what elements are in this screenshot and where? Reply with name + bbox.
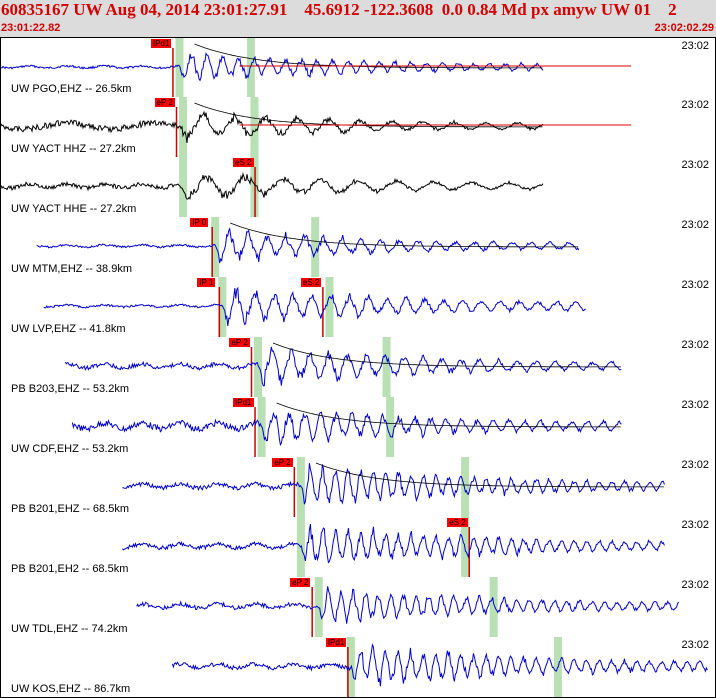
waveform-trace [1,110,544,143]
waveform-trace [136,586,680,624]
phase-window-band [246,38,255,97]
trace-panel[interactable]: eP 2 23:02 UW YACT HHZ -- 27.2km [0,97,716,158]
station-channel-label: UW KOS,EHZ -- 86.7km [11,683,131,695]
phase-window-band [386,397,395,457]
phase-pick-flag[interactable]: eS 2 [447,518,468,527]
trace-panel[interactable]: eS 2 23:02 UW YACT HHE -- 27.2km [0,157,716,218]
waveform-canvas [36,217,580,277]
phase-pick-flag[interactable]: eP 2 [272,458,293,467]
trace-panel[interactable]: IPd1 23:02 UW PGO,EHZ -- 26.5km [0,37,716,98]
trace-panel[interactable]: IP 1 eS 2 23:02 UW LVP,EHZ -- 41.8km [0,277,716,338]
waveform-canvas [122,457,665,517]
waveform-trace [122,463,665,505]
waveform-canvas [171,637,708,697]
waveform-trace [1,52,544,82]
phase-pick-flag[interactable]: IP 1 [197,278,216,287]
phase-pick-flag[interactable]: eP 2 [154,98,175,107]
phase-window-band [179,157,188,217]
station-channel-label: UW MTM,EHZ -- 38.9km [11,263,132,275]
trace-panel[interactable]: IPd1 23:02 UW KOS,EHZ -- 86.7km [0,637,716,698]
phase-window-band [175,38,184,97]
waveform-canvas [136,577,680,637]
phase-window-band [179,97,188,157]
phase-window-band [211,217,220,277]
phase-window-band [489,577,498,637]
coda-decay-curve [230,222,579,248]
waveform-trace [64,346,622,387]
waveform-canvas [1,97,631,157]
panel-time-label: 23:02 [681,279,709,291]
phase-pick-flag[interactable]: IPd1 [150,39,172,48]
trace-panel[interactable]: eP 2 23:02 PB B201,EHZ -- 68.5km [0,457,716,518]
waveform-canvas [1,38,631,97]
panel-time-label: 23:02 [681,40,709,52]
seismogram-panel-list[interactable]: IPd1 23:02 UW PGO,EHZ -- 26.5km eP 2 23:02 UW… [0,37,716,698]
station-channel-label: UW YACT HHZ -- 27.2km [11,143,136,155]
trace-panel[interactable]: IPd1 23:02 UW CDF,EHZ -- 53.2km [0,397,716,458]
phase-pick-flag[interactable]: IPd1 [325,638,347,647]
station-channel-label: PB B203,EHZ -- 53.2km [11,383,129,395]
waveform-trace [43,286,586,326]
phase-window-band [218,277,227,337]
waveform-trace [36,227,580,264]
coda-decay-curve [315,462,664,488]
trace-panel[interactable]: eS 2 23:02 PB B201,EH2 -- 68.5km [0,517,716,578]
waveform-canvas [64,337,622,397]
coda-decay-curve [194,102,543,128]
phase-pick-flag[interactable]: eS 2 [233,158,254,167]
phase-pick-flag[interactable]: eS 2 [300,278,322,287]
panel-time-label: 23:02 [681,639,709,651]
phase-pick-flag[interactable]: IP 0 [190,218,209,227]
phase-window-band [314,577,323,637]
waveform-trace [71,411,622,447]
coda-decay-curve [272,342,621,368]
station-channel-label: PB B201,EH2 -- 68.5km [11,563,129,575]
phase-pick-flag[interactable]: IPd1 [233,398,254,407]
phase-window-band [382,337,391,397]
station-channel-label: UW LVP,EHZ -- 41.8km [11,323,126,335]
event-header: 60835167 UW Aug 04, 2014 23:01:27.91 45.… [0,0,716,38]
waveform-trace [171,643,708,687]
phase-window-band [311,217,320,277]
waveform-canvas [1,157,544,217]
waveform-trace [1,172,544,200]
coda-decay-curve [276,402,621,428]
window-end-time: 23:02:02.29 [654,22,714,34]
panel-time-label: 23:02 [681,339,709,351]
station-channel-label: PB B201,EHZ -- 68.5km [11,503,129,515]
phase-window-band [250,97,259,157]
station-channel-label: UW CDF,EHZ -- 53.2km [11,443,129,455]
panel-time-label: 23:02 [681,159,709,171]
window-start-time: 23:01:22.82 [1,22,61,34]
panel-time-label: 23:02 [681,219,709,231]
phase-pick-flag[interactable]: eP 2 [229,338,250,347]
phase-pick-flag[interactable]: eP 2 [290,578,311,587]
event-title: 60835167 UW Aug 04, 2014 23:01:27.91 45.… [1,0,677,19]
waveform-canvas [43,277,586,337]
waveform-canvas [122,517,665,577]
phase-window-band [461,457,470,517]
trace-panel[interactable]: eP 2 23:02 PB B203,EHZ -- 53.2km [0,337,716,398]
waveform-trace [122,523,665,564]
waveform-canvas [71,397,622,457]
station-channel-label: UW YACT HHE -- 27.2km [11,203,137,215]
panel-time-label: 23:02 [681,99,709,111]
station-channel-label: UW TDL,EHZ -- 74.2km [11,623,128,635]
panel-time-label: 23:02 [681,399,709,411]
station-channel-label: UW PGO,EHZ -- 26.5km [11,83,132,95]
trace-panel[interactable]: IP 0 23:02 UW MTM,EHZ -- 38.9km [0,217,716,278]
panel-time-label: 23:02 [681,579,709,591]
panel-time-label: 23:02 [681,459,709,471]
coda-decay-curve [194,43,543,69]
phase-window-band [325,277,334,337]
trace-panel[interactable]: eP 2 23:02 UW TDL,EHZ -- 74.2km [0,577,716,638]
phase-window-band [254,337,263,397]
panel-time-label: 23:02 [681,519,709,531]
